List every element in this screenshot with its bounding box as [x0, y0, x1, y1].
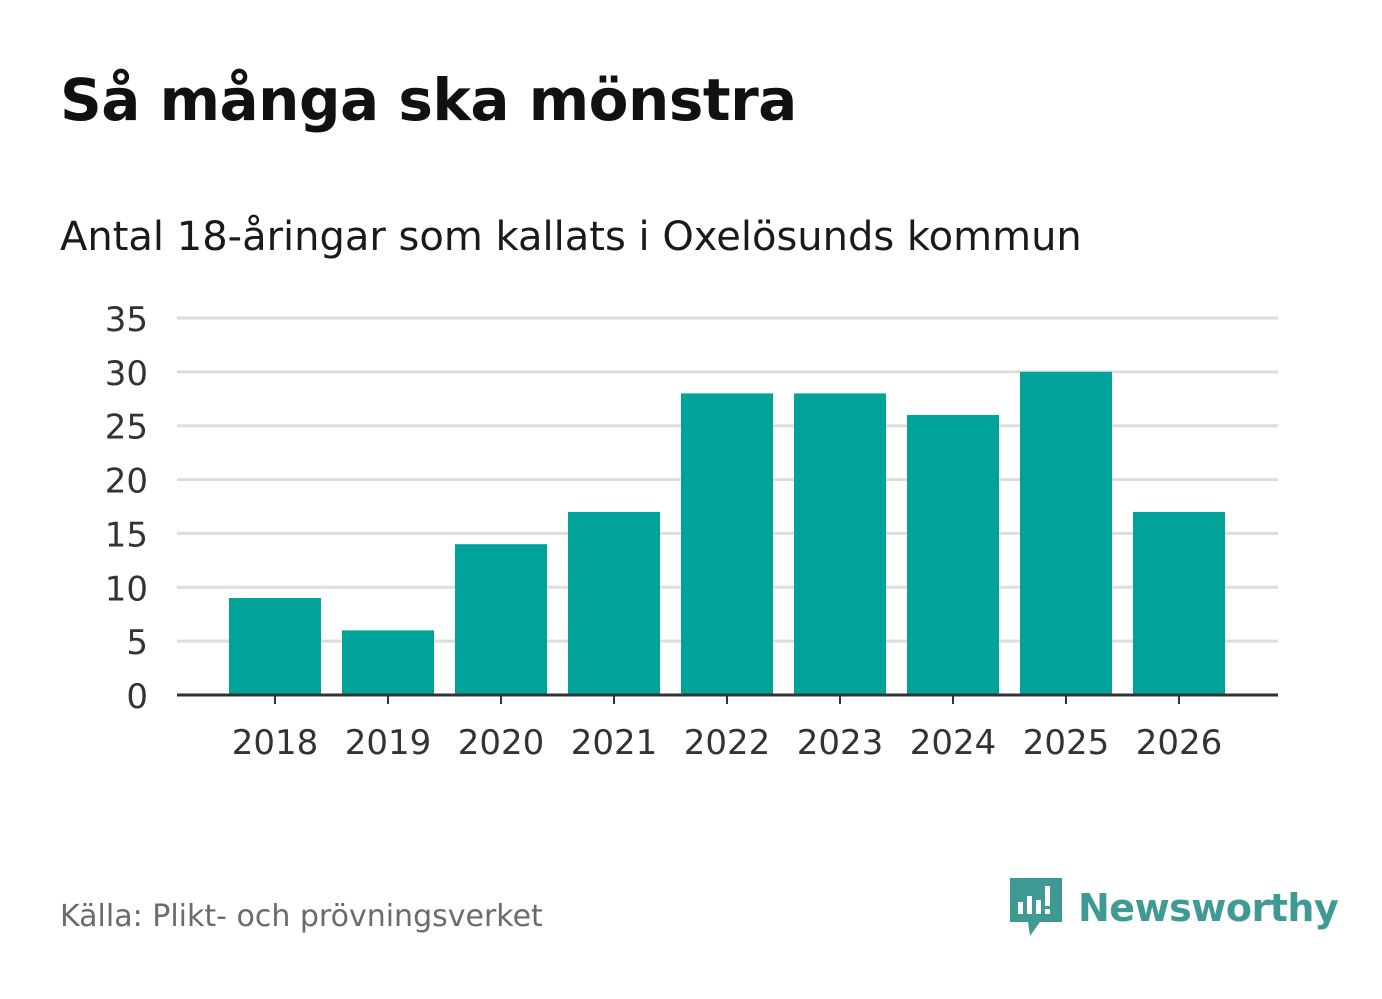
x-tick-label: 2020 — [458, 723, 545, 763]
bar-2025 — [1020, 371, 1112, 695]
x-tick-label: 2021 — [571, 723, 658, 763]
y-tick-label: 20 — [105, 462, 148, 502]
brand-logo: Newsworthy — [1010, 878, 1339, 938]
bar-2023 — [794, 393, 886, 695]
brand-name: Newsworthy — [1078, 886, 1339, 930]
chart-title: Så många ska mönstra — [60, 66, 797, 134]
y-axis-ticks: 0 5 10 15 20 25 30 35 — [105, 300, 148, 717]
x-tick-label: 2024 — [910, 723, 997, 763]
x-tick-label: 2023 — [797, 723, 884, 763]
bar-2018 — [229, 598, 321, 695]
bar-2022 — [681, 393, 773, 695]
x-tick-label: 2018 — [232, 723, 319, 763]
x-tick-label: 2025 — [1023, 723, 1110, 763]
chart-subtitle: Antal 18-åringar som kallats i Oxelösund… — [60, 214, 1082, 260]
y-tick-label: 30 — [105, 354, 148, 394]
bar-2024 — [907, 414, 999, 695]
y-tick-label: 15 — [105, 515, 148, 555]
bar-2026 — [1133, 511, 1225, 695]
bar-2019 — [342, 630, 434, 695]
newsworthy-logo-icon — [1010, 878, 1062, 936]
y-tick-label: 5 — [126, 623, 148, 663]
x-tick-label: 2019 — [345, 723, 432, 763]
y-tick-label: 0 — [126, 677, 148, 717]
x-tick-label: 2022 — [684, 723, 771, 763]
y-tick-label: 25 — [105, 408, 148, 448]
bars — [229, 371, 1225, 695]
bar-2020 — [455, 544, 547, 695]
y-tick-label: 10 — [105, 569, 148, 609]
x-tick-label: 2026 — [1136, 723, 1223, 763]
y-tick-label: 35 — [105, 300, 148, 340]
x-axis-ticks: 2018 2019 2020 2021 2022 2023 2024 2025 2026 — [232, 723, 1223, 763]
x-axis — [177, 693, 1278, 704]
bar-2021 — [568, 511, 660, 695]
source-note: Källa: Plikt- och prövningsverket — [60, 899, 543, 934]
